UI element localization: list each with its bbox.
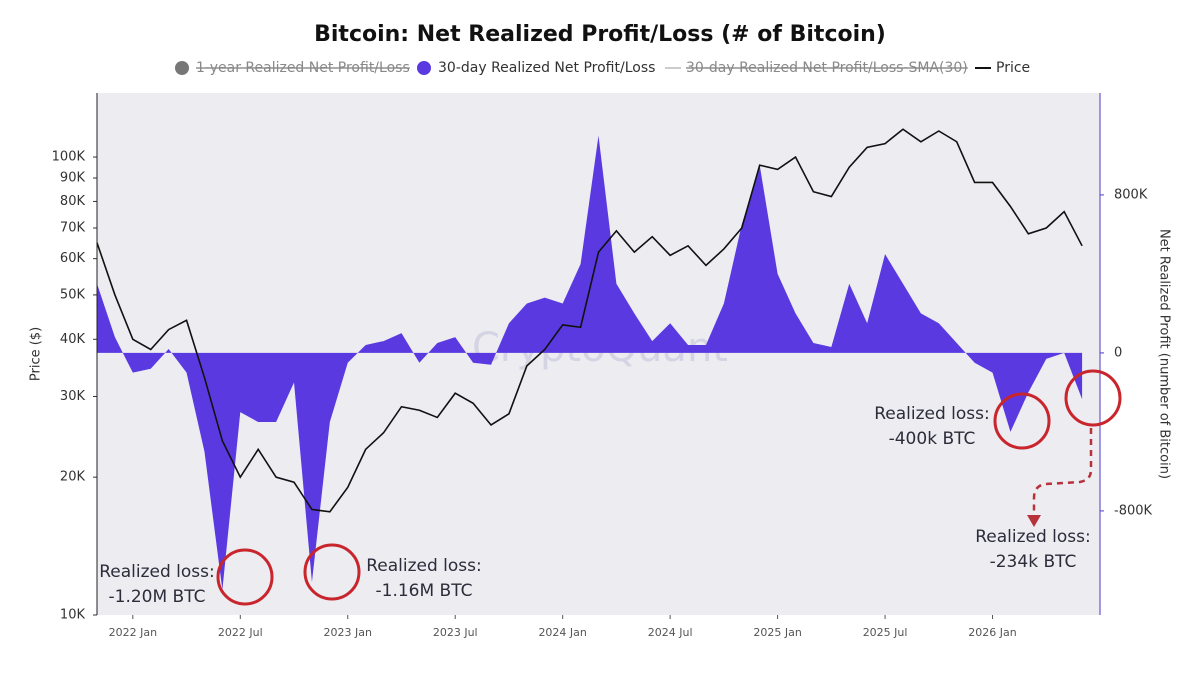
- y-tick-label: 30K: [60, 389, 86, 404]
- annotation: Realized loss:: [366, 556, 482, 576]
- y2-tick-label: -800K: [1114, 503, 1153, 518]
- legend-label: 30-day Realized Net Profit/Loss-SMA(30): [686, 60, 968, 76]
- highlight-circle: [216, 548, 274, 606]
- y-tick-label: 20K: [60, 470, 86, 485]
- line-series: [96, 128, 1083, 513]
- x-tick-label: 2023 Jan: [324, 626, 372, 639]
- legend-swatch: [175, 61, 189, 75]
- y2-axis-title: Net Realized Profit (number of Bitcoin): [1157, 229, 1172, 479]
- arrow: [1032, 428, 1093, 518]
- x-tick-label: 2024 Jul: [648, 626, 693, 639]
- annotation: -1.16M BTC: [376, 581, 473, 601]
- y-tick-label: 80K: [60, 194, 86, 209]
- x-tick-label: 2024 Jan: [538, 626, 586, 639]
- y-tick-label: 100K: [52, 150, 86, 165]
- annotation: Realized loss:: [874, 404, 990, 424]
- annotation: -234k BTC: [990, 552, 1077, 572]
- legend-swatch: [417, 61, 431, 75]
- x-tick-label: 2022 Jan: [109, 626, 157, 639]
- highlight-circle: [303, 543, 361, 601]
- highlight-circle: [1064, 369, 1122, 427]
- x-tick-label: 2025 Jan: [753, 626, 801, 639]
- area-series: [97, 135, 1083, 590]
- y-axis-title: Price ($): [29, 327, 44, 381]
- x-tick-label: 2022 Jul: [218, 626, 263, 639]
- y-tick-label: 40K: [60, 332, 86, 347]
- legend-label: 1-year Realized Net Profit/Loss: [196, 60, 410, 76]
- y2-tick-label: 0: [1114, 345, 1122, 360]
- y-tick-label: 90K: [60, 171, 86, 186]
- legend: 1-year Realized Net Profit/Loss 30-day Re…: [175, 60, 1030, 76]
- annotation: -400k BTC: [889, 429, 976, 449]
- y-tick-label: 60K: [60, 251, 86, 266]
- chart-title: Bitcoin: Net Realized Profit/Loss (# of …: [314, 22, 886, 47]
- arrow-head: [1027, 515, 1041, 527]
- x-tick-label: 2023 Jul: [433, 626, 478, 639]
- y-tick-label: 10K: [60, 608, 86, 623]
- y2-tick-label: 800K: [1114, 187, 1148, 202]
- highlight-circle: [993, 392, 1051, 450]
- x-tick-label: 2026 Jan: [968, 626, 1016, 639]
- x-tick-label: 2025 Jul: [863, 626, 908, 639]
- annotation: Realized loss:: [99, 562, 215, 582]
- legend-label: Price: [996, 60, 1030, 76]
- legend-label: 30-day Realized Net Profit/Loss: [438, 60, 655, 76]
- annotation: Realized loss:: [975, 527, 1091, 547]
- y-tick-label: 70K: [60, 220, 86, 235]
- y-tick-label: 50K: [60, 287, 86, 302]
- annotation: -1.20M BTC: [109, 587, 206, 607]
